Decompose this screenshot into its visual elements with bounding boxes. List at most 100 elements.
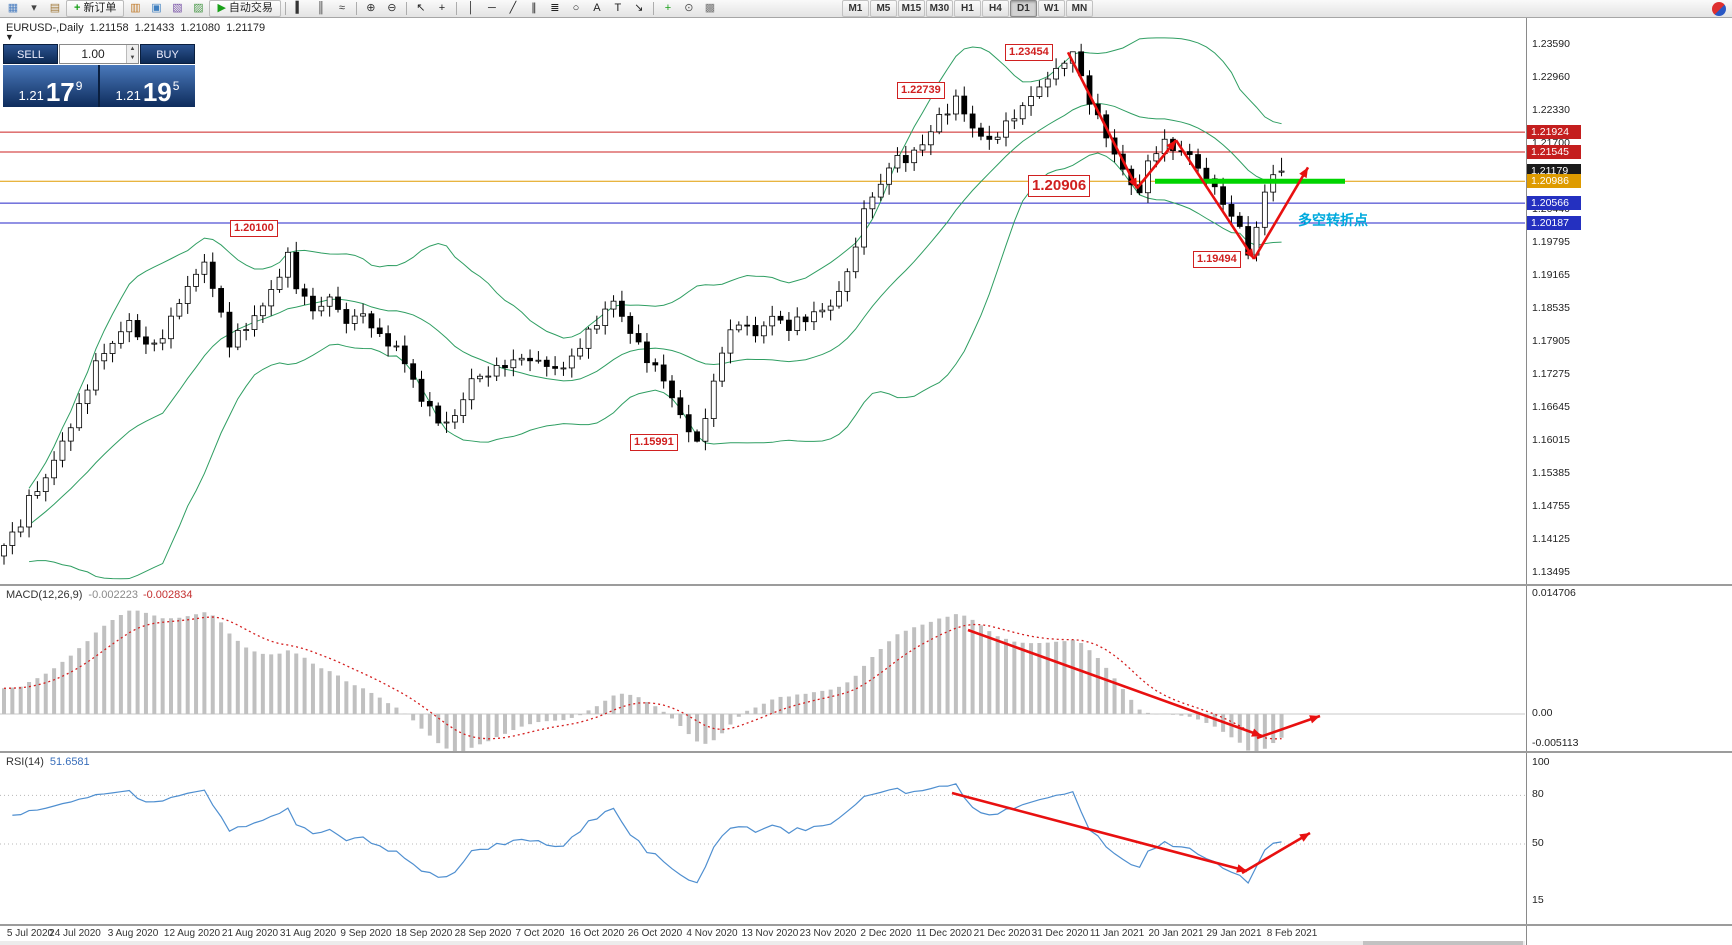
timeframe-button-m30[interactable]: M30 [925, 0, 953, 17]
panel-divider[interactable] [0, 751, 1732, 753]
timeframe-button-h1[interactable]: H1 [953, 0, 981, 17]
templates-icon[interactable]: ▩ [704, 2, 716, 14]
macd-panel[interactable]: MACD(12,26,9) -0.002223 -0.002834 [0, 586, 1525, 751]
candlestick-type-icon[interactable]: ║ [317, 2, 325, 14]
zoom-out-icon[interactable]: ⊖ [387, 2, 397, 14]
time-axis[interactable]: 5 Jul 2020 24 Jul 2020 3 Aug 2020 12 Aug 20… [0, 926, 1525, 941]
vertical-line-icon[interactable]: │ [467, 2, 475, 14]
bar-chart-type-icon[interactable]: ▍ [295, 2, 305, 14]
chart-dropdown-caret-icon[interactable]: ▾ [31, 2, 37, 14]
trend-arrow[interactable] [1135, 139, 1178, 190]
indicator-scale-label: 0.014706 [1532, 587, 1576, 599]
price-scale-label: 1.23590 [1532, 38, 1570, 50]
date-label: 31 Aug 2020 [279, 928, 337, 939]
shapes-icon[interactable]: ○ [572, 2, 580, 14]
trend-arrow-head [1166, 140, 1176, 151]
price-callout-label[interactable]: 1.20100 [230, 219, 278, 237]
timeframe-button-h4[interactable]: H4 [981, 0, 1009, 17]
new-chart-icon[interactable]: ▦ [7, 2, 19, 14]
volume-down-icon[interactable]: ▼ [127, 54, 138, 63]
price-scale-label: 1.16645 [1532, 401, 1570, 414]
market-watch-icon[interactable]: ▥ [130, 2, 141, 14]
price-scale-label: 1.19165 [1532, 269, 1570, 282]
one-click-collapse-icon[interactable]: ▼ [5, 32, 14, 42]
toolbar-separator [652, 2, 654, 15]
date-label: 21 Dec 2020 [973, 928, 1031, 939]
scrollbar-thumb[interactable] [1363, 941, 1523, 945]
price-callout-label[interactable]: 1.19494 [1193, 251, 1241, 269]
arrows-tool-icon[interactable]: ↘ [634, 2, 644, 14]
autotrade-play-icon: ▶ [217, 2, 226, 14]
price-scale-label: 1.19795 [1532, 236, 1570, 249]
bollinger-band-line[interactable] [28, 102, 1282, 526]
rsi-line [12, 783, 1282, 884]
crosshair-icon[interactable]: + [438, 2, 446, 14]
fibonacci-icon[interactable]: ≣ [550, 2, 560, 14]
price-callout-label[interactable]: 1.23454 [1005, 44, 1053, 62]
new-order-button[interactable]: + 新订单 [66, 0, 125, 17]
channel-icon[interactable]: ∥ [531, 2, 537, 14]
sell-price-sup: 9 [75, 79, 83, 93]
timeframe-button-mn[interactable]: MN [1065, 0, 1093, 17]
zoom-in-icon[interactable]: ⊕ [366, 2, 376, 14]
autotrade-label: 自动交易 [228, 2, 273, 14]
line-chart-type-icon[interactable]: ≈ [338, 2, 345, 14]
sell-button[interactable]: SELL [3, 44, 58, 64]
label-icon[interactable]: T [614, 2, 622, 14]
autotrade-button[interactable]: ▶ 自动交易 [209, 0, 281, 17]
macd-trend-arrow[interactable] [1256, 714, 1321, 740]
price-callout-label[interactable]: 1.15991 [630, 434, 678, 452]
rsi-panel[interactable]: RSI(14) 51.6581 [0, 753, 1525, 924]
horizontal-line-icon[interactable]: ─ [488, 2, 496, 14]
date-label: 23 Nov 2020 [799, 928, 857, 939]
price-callout-label[interactable]: 1.22739 [897, 81, 945, 99]
date-label: 3 Aug 2020 [107, 928, 159, 939]
macd-label: MACD(12,26,9) [6, 589, 83, 601]
macd-trend-arrow[interactable] [967, 628, 1263, 738]
macd-canvas[interactable] [0, 586, 1525, 751]
navigator-icon[interactable]: ▧ [172, 2, 183, 14]
bollinger-band-line[interactable] [28, 152, 1282, 580]
rsi-trend-arrow[interactable] [1241, 831, 1311, 875]
volume-field[interactable]: 1.00 ▲ ▼ [59, 44, 139, 64]
periods-icon[interactable]: ⊙ [684, 2, 694, 14]
cn-annotation-text[interactable]: 多空转折点 [1298, 212, 1368, 228]
chart-header: EURUSD-,Daily 1.21158 1.21433 1.21080 1.2117… [6, 22, 271, 34]
profiles-icon[interactable]: ▤ [49, 2, 61, 14]
timeframe-button-m15[interactable]: M15 [897, 0, 925, 17]
cursor-icon[interactable]: ↖ [416, 2, 426, 14]
price-scale-label: 1.17275 [1532, 368, 1570, 381]
price-scale[interactable]: 1.235901.229601.223301.217001.204401.197… [1526, 18, 1732, 945]
buy-price-display[interactable]: 1.21 19 5 [100, 65, 195, 107]
buy-button[interactable]: BUY [140, 44, 195, 64]
date-label: 29 Jan 2021 [1206, 928, 1262, 939]
rsi-trend-arrow[interactable] [951, 791, 1248, 873]
main-chart-canvas[interactable] [0, 18, 1525, 584]
terminal-icon[interactable]: ▨ [193, 2, 204, 14]
community-icon[interactable] [1712, 1, 1726, 16]
new-order-label: 新订单 [83, 2, 117, 14]
rsi-canvas[interactable] [0, 753, 1525, 924]
timeframe-button-d1[interactable]: D1 [1009, 0, 1037, 17]
timeframe-button-m5[interactable]: M5 [869, 0, 897, 17]
volume-up-icon[interactable]: ▲ [127, 45, 138, 54]
trendline-icon[interactable]: ╱ [509, 2, 517, 14]
trend-arrow-head [1299, 167, 1308, 179]
data-window-icon[interactable]: ▣ [151, 2, 162, 14]
main-chart-panel[interactable]: EURUSD-,Daily 1.21158 1.21433 1.21080 1.2117… [0, 18, 1525, 584]
price-callout-label[interactable]: 1.20906 [1028, 175, 1091, 198]
timeframe-button-w1[interactable]: W1 [1037, 0, 1065, 17]
horizontal-scrollbar[interactable] [0, 941, 1525, 945]
panel-divider[interactable] [0, 584, 1732, 586]
indicators-icon[interactable]: + [664, 2, 672, 14]
price-scale-label: 1.16015 [1532, 434, 1570, 447]
panel-divider[interactable] [0, 924, 1732, 926]
text-icon[interactable]: A [593, 2, 601, 14]
volume-value[interactable]: 1.00 [81, 47, 105, 61]
trend-arrow[interactable] [1252, 166, 1310, 260]
timeframe-button-m1[interactable]: M1 [841, 0, 869, 17]
sell-price-display[interactable]: 1.21 17 9 [3, 65, 98, 107]
trend-arrow[interactable] [1174, 139, 1256, 260]
trend-arrow[interactable] [1066, 51, 1139, 189]
